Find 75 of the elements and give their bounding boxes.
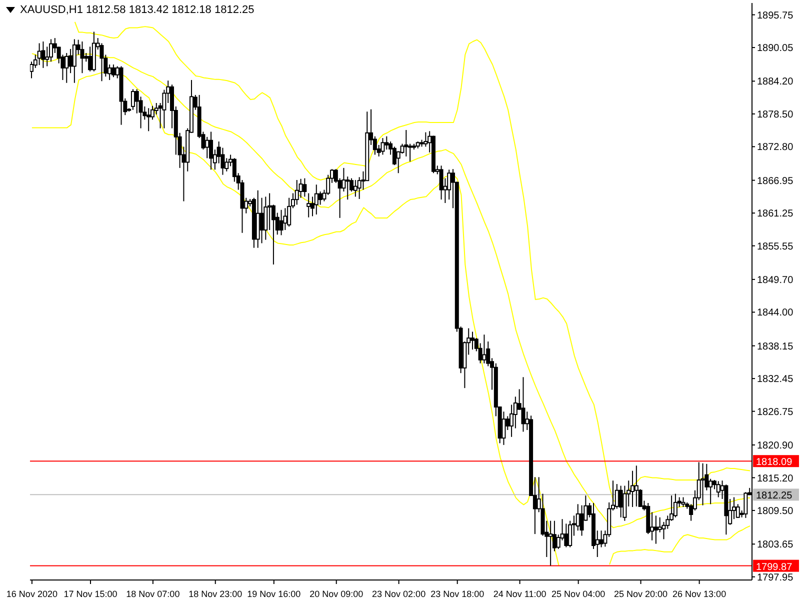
candlestick <box>634 465 638 507</box>
y-tick-label: 1890.05 <box>757 43 794 54</box>
candlestick <box>548 520 553 566</box>
x-tick-label: 25 Nov 04:00 <box>552 589 606 599</box>
y-tick-label: 1826.75 <box>757 406 794 418</box>
candlestick <box>744 492 748 518</box>
candlestick <box>302 178 307 198</box>
y-tick-label: 1878.50 <box>757 109 794 120</box>
candlestick <box>700 462 705 506</box>
candlestick <box>264 196 268 240</box>
candlestick <box>205 136 210 159</box>
candlestick <box>576 504 580 532</box>
candlestick <box>708 478 713 505</box>
candlestick <box>346 176 350 200</box>
candlestick <box>72 38 76 84</box>
y-tick-label: 1844.00 <box>757 308 794 319</box>
candlestick <box>353 180 358 198</box>
candlestick <box>287 197 292 228</box>
y-tick-label: 1797.95 <box>757 572 794 584</box>
candlestick <box>439 165 444 200</box>
candlestick <box>380 138 385 156</box>
candlestick <box>80 41 84 74</box>
candlestick <box>614 484 619 510</box>
candlestick <box>41 41 46 68</box>
x-tick-label: 23 Nov 18:00 <box>430 589 484 599</box>
x-tick-label: 26 Nov 13:00 <box>672 589 726 599</box>
y-tick-label: 1820.90 <box>757 440 794 452</box>
candlestick <box>130 88 135 110</box>
x-tick-label: 24 Nov 11:00 <box>493 589 546 599</box>
y-tick-label: 1895.75 <box>757 10 794 22</box>
y-tick-label: 1855.55 <box>757 241 794 252</box>
candlestick <box>716 480 720 498</box>
ref-line-label: 1799.87 <box>756 562 793 573</box>
candlestick <box>49 38 54 62</box>
candlestick <box>482 334 486 364</box>
candlestick <box>294 180 299 206</box>
ref-line-label: 1812.25 <box>756 490 793 502</box>
y-tick-label: 1803.65 <box>757 540 794 551</box>
candlestick <box>306 192 311 218</box>
candlestick <box>654 515 658 544</box>
candlestick <box>673 493 678 518</box>
candlestick <box>279 209 284 236</box>
y-tick-label: 1838.15 <box>757 341 794 352</box>
candlestick <box>564 523 568 548</box>
x-tick-label: 17 Nov 15:00 <box>64 589 118 599</box>
candlestick <box>64 52 69 84</box>
x-tick-label: 20 Nov 09:00 <box>310 589 364 599</box>
chart-title: XAUUSD,H1 1812.58 1813.42 1812.18 1812.25 <box>20 4 254 16</box>
ref-line-label: 1818.09 <box>756 457 793 468</box>
y-tick-label: 1866.95 <box>757 176 794 187</box>
candlestick <box>470 331 475 350</box>
y-tick-label: 1815.20 <box>757 473 794 484</box>
y-tick-label: 1832.45 <box>757 374 794 386</box>
candlestick <box>681 496 686 508</box>
candlestick <box>111 64 116 78</box>
y-tick-label: 1809.50 <box>757 506 794 518</box>
x-tick-label: 16 Nov 2020 <box>6 589 58 599</box>
x-tick-label: 18 Nov 07:00 <box>126 589 180 599</box>
candlestick <box>618 485 623 518</box>
candlestick <box>599 530 604 548</box>
x-tick-label: 19 Nov 16:00 <box>247 589 301 599</box>
x-tick-label: 18 Nov 23:00 <box>188 589 242 599</box>
x-tick-label: 25 Nov 20:00 <box>614 589 668 599</box>
candlestick <box>283 208 288 231</box>
candlestick <box>384 136 389 150</box>
candlestick <box>314 184 318 215</box>
candlestick <box>88 46 92 72</box>
x-tick-label: 23 Nov 02:00 <box>372 589 426 599</box>
y-tick-label: 1872.80 <box>757 142 794 154</box>
candlestick <box>209 131 214 170</box>
candlestick <box>146 108 151 132</box>
y-tick-label: 1884.20 <box>757 76 794 88</box>
candlestick <box>521 376 526 432</box>
y-tick-label: 1849.70 <box>757 274 794 286</box>
y-tick-label: 1861.25 <box>757 208 794 220</box>
